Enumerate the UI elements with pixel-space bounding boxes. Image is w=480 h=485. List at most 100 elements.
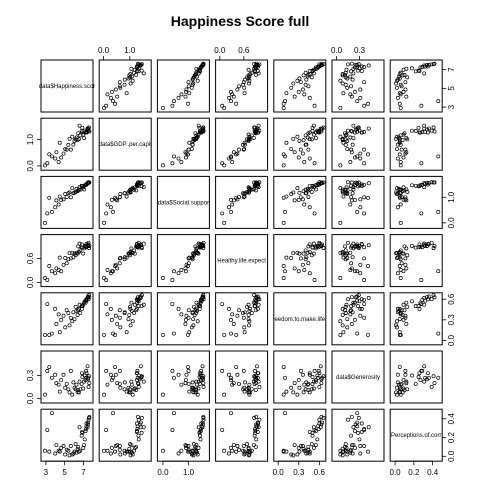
tick-label: 0.0: [390, 468, 402, 477]
data-point: [247, 392, 252, 397]
panel-generosity-vs-social: [156, 350, 210, 404]
data-point: [292, 198, 297, 203]
data-point: [256, 425, 261, 430]
panel-score-vs-corruption: [389, 59, 443, 113]
data-point: [59, 378, 64, 383]
data-point: [134, 242, 139, 247]
data-point: [425, 242, 430, 246]
data-point: [78, 133, 83, 138]
data-point: [247, 136, 251, 141]
data-point: [129, 300, 134, 305]
data-point: [255, 364, 259, 369]
data-point: [316, 427, 321, 432]
panel-social-vs-health: [215, 175, 269, 229]
data-point: [196, 71, 201, 76]
tick-label: 0.0: [273, 468, 285, 477]
panel-generosity-vs-gdp: [98, 350, 152, 404]
data-point: [429, 385, 434, 389]
data-point: [348, 159, 353, 164]
data-point: [431, 246, 436, 250]
data-point: [183, 150, 188, 155]
data-point: [402, 188, 407, 193]
data-point: [297, 190, 302, 195]
data-point: [122, 380, 127, 385]
data-point: [70, 319, 75, 324]
data-point: [349, 322, 354, 326]
data-point: [170, 368, 175, 373]
data-point: [54, 322, 59, 326]
data-point: [247, 453, 251, 458]
data-point: [241, 80, 246, 85]
data-point: [316, 375, 320, 380]
data-point: [410, 66, 414, 71]
data-point: [234, 365, 239, 369]
data-point: [358, 271, 363, 276]
data-point: [356, 245, 360, 250]
data-point: [419, 103, 424, 108]
panel-freedom-vs-health: [215, 292, 269, 346]
data-point: [358, 313, 363, 318]
panel-frame: [331, 175, 385, 229]
data-point: [307, 250, 312, 254]
data-point: [420, 245, 425, 250]
data-point: [117, 447, 122, 452]
data-point: [132, 387, 136, 392]
data-point: [199, 371, 204, 376]
data-point: [313, 443, 318, 448]
data-point: [281, 365, 286, 369]
data-point: [321, 415, 326, 420]
panel-frame: [156, 59, 210, 113]
data-point: [352, 89, 357, 94]
data-point: [398, 163, 403, 168]
top-axis-generosity: 0.0 0.3: [331, 46, 366, 61]
panel-frame: [40, 175, 94, 229]
data-point: [346, 240, 350, 245]
data-point: [418, 244, 423, 249]
data-point: [307, 451, 312, 456]
data-point: [194, 308, 199, 313]
data-point: [398, 392, 403, 397]
data-point: [255, 130, 260, 135]
data-point: [410, 128, 414, 133]
data-point: [139, 430, 144, 435]
data-point: [399, 381, 404, 386]
data-point: [241, 368, 246, 373]
data-point: [348, 312, 353, 317]
panel-gdp-vs-score: [40, 117, 94, 171]
data-point: [197, 125, 202, 130]
right-axis-social: 0.0 1.0: [442, 191, 456, 228]
data-point: [170, 103, 175, 108]
data-point: [349, 84, 354, 89]
panel-health-vs-health: Healthy.life.expect: [215, 234, 269, 288]
data-point: [104, 103, 109, 108]
data-point: [436, 375, 441, 380]
data-point: [419, 278, 424, 282]
data-point: [242, 85, 247, 90]
data-point: [311, 185, 316, 190]
data-point: [108, 306, 113, 311]
data-point: [292, 94, 297, 99]
data-point: [358, 444, 363, 448]
panel-score-vs-gdp: [98, 59, 152, 113]
data-point: [296, 89, 301, 94]
data-point: [113, 101, 118, 106]
data-point: [129, 66, 134, 71]
panel-frame: [40, 292, 94, 346]
data-point: [49, 269, 54, 274]
data-point: [348, 74, 353, 79]
data-point: [171, 411, 176, 416]
data-point: [243, 451, 247, 456]
data-point: [134, 65, 139, 70]
data-point: [312, 211, 317, 216]
data-point: [417, 130, 422, 135]
panel-generosity-vs-freedom: [273, 350, 327, 404]
data-point: [402, 308, 407, 313]
data-point: [189, 452, 194, 457]
data-point: [281, 264, 286, 268]
data-point: [111, 269, 115, 274]
data-point: [343, 248, 348, 253]
tick-label: 7: [81, 468, 86, 477]
data-point: [197, 429, 202, 434]
data-point: [84, 427, 89, 432]
data-point: [136, 433, 141, 438]
